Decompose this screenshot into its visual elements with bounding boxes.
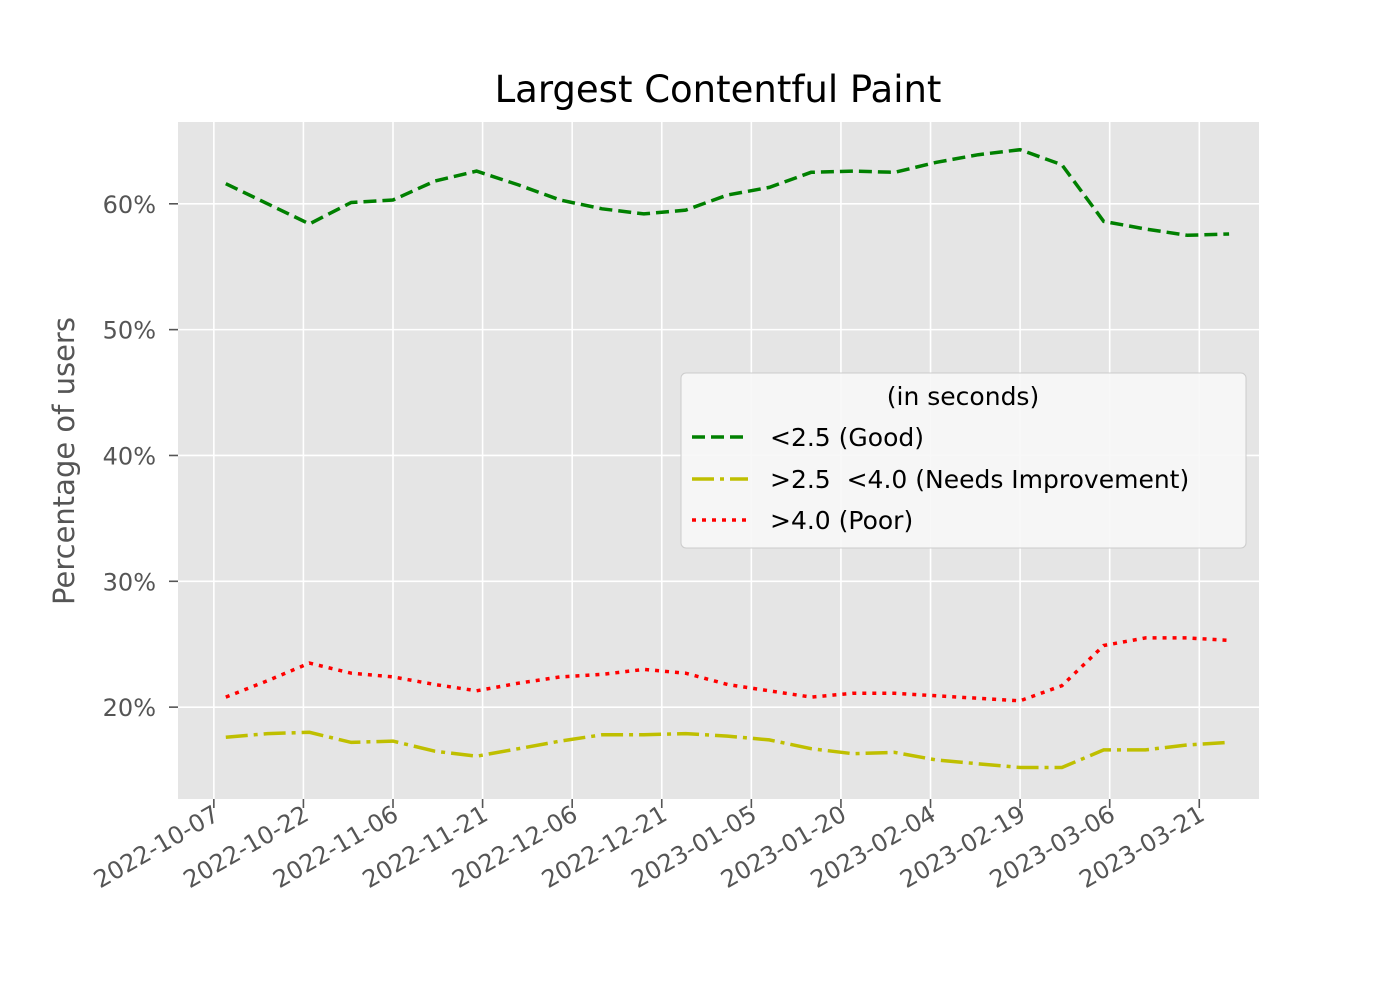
series-line-good <box>225 147 1230 238</box>
y-tick-label: 60% <box>103 191 156 219</box>
y-axis-label: Percentage of users <box>47 317 81 605</box>
legend: (in seconds) <2.5 (Good) >2.5 <4.0 (Need… <box>680 372 1247 549</box>
legend-label-needs-improvement: >2.5 <4.0 (Needs Improvement) <box>770 465 1189 494</box>
legend-title: (in seconds) <box>887 382 1039 411</box>
y-tick-label: 30% <box>103 568 156 596</box>
y-tick-label: 20% <box>103 694 156 722</box>
chart-title: Largest Contentful Paint <box>495 68 942 111</box>
legend-label-poor: >4.0 (Poor) <box>770 506 913 535</box>
legend-label-good: <2.5 (Good) <box>770 423 924 452</box>
series-lines <box>225 147 1230 770</box>
series-line-needs-improvement <box>225 730 1230 770</box>
y-tick-label: 40% <box>103 442 156 470</box>
series-line-poor <box>225 636 1230 703</box>
legend-box <box>680 372 1247 549</box>
y-tick-label: 50% <box>103 317 156 345</box>
